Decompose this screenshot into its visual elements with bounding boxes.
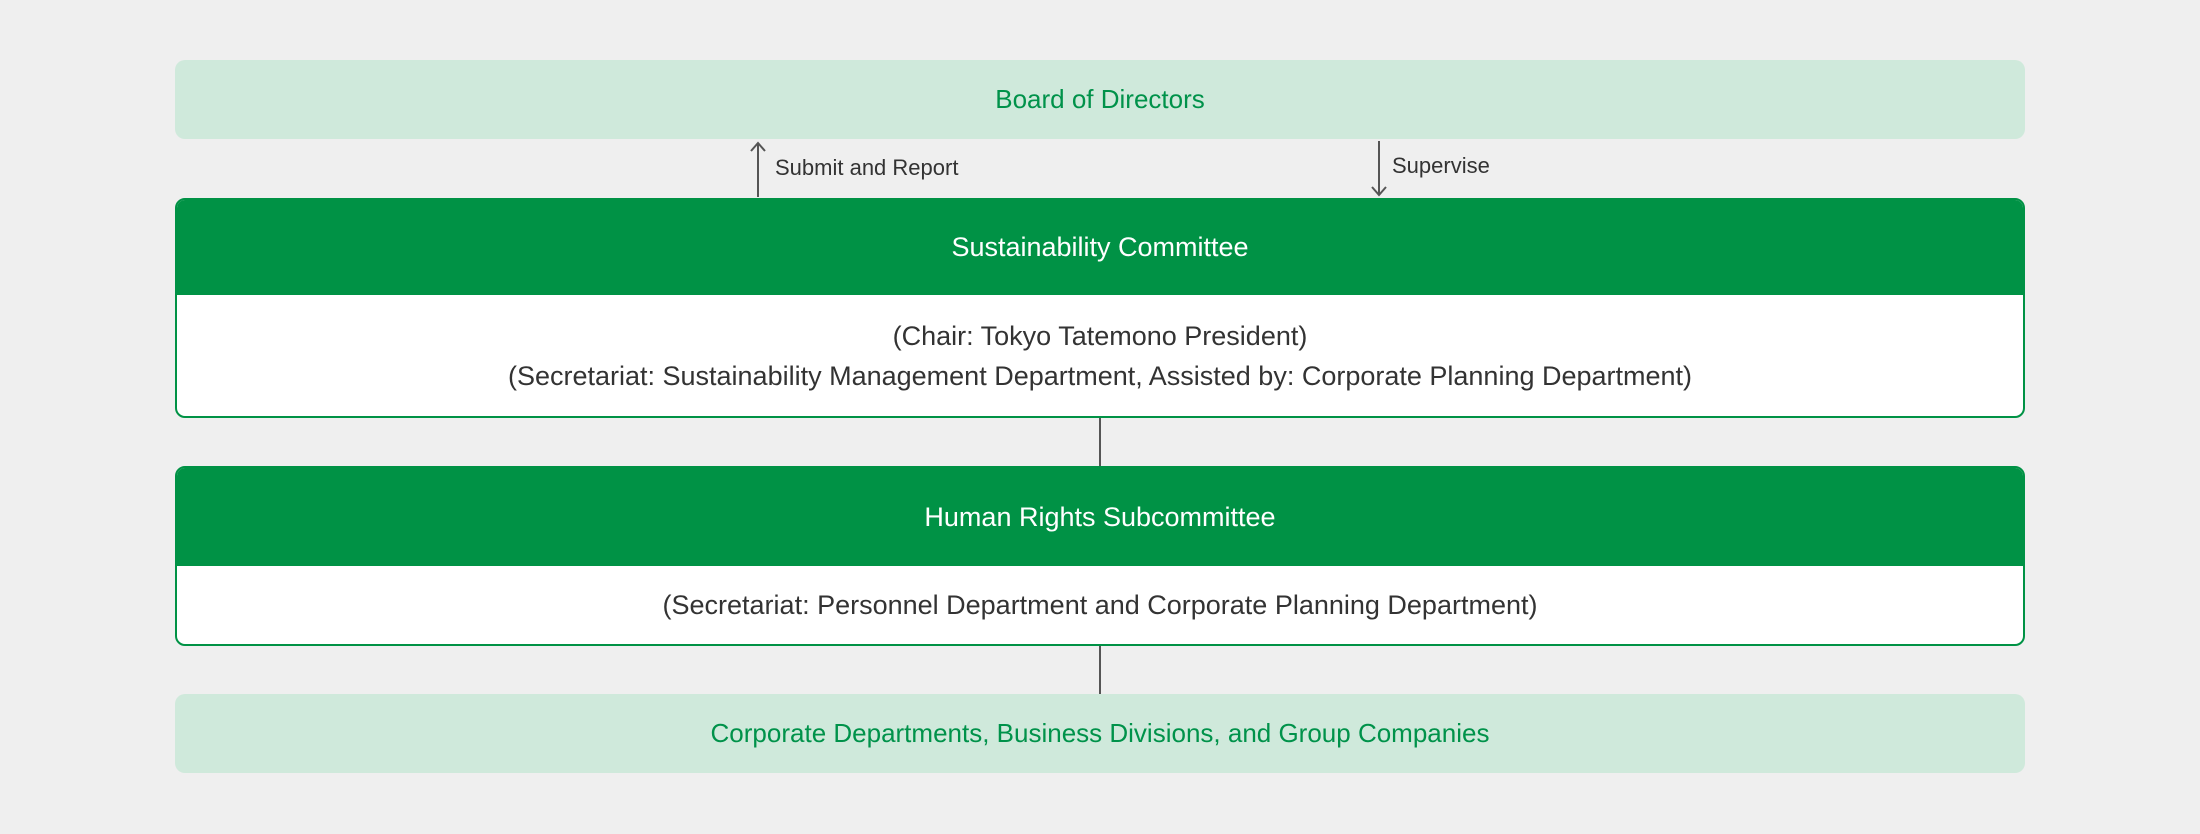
connector-line [1099, 646, 1101, 694]
sustainability-committee-box: Sustainability Committee (Chair: Tokyo T… [175, 198, 2025, 418]
human-rights-subcommittee-title: Human Rights Subcommittee [177, 468, 2023, 566]
departments-label: Corporate Departments, Business Division… [710, 718, 1490, 748]
supervise-label: Supervise [1392, 153, 1490, 178]
connector-line [1099, 418, 1101, 466]
secretariat-line: (Secretariat: Personnel Department and C… [662, 590, 1538, 620]
arrow-up-icon [750, 141, 766, 197]
board-of-directors-box: Board of Directors [175, 60, 2025, 139]
arrow-down-icon [1371, 141, 1387, 197]
human-rights-subcommittee-box: Human Rights Subcommittee (Secretariat: … [175, 466, 2025, 646]
submit-and-report-label: Submit and Report [775, 155, 959, 180]
chair-line: (Chair: Tokyo Tatemono President) [892, 320, 1308, 351]
sustainability-committee-title: Sustainability Committee [177, 200, 2023, 295]
departments-box: Corporate Departments, Business Division… [175, 694, 2025, 773]
board-label: Board of Directors [995, 84, 1205, 114]
secretariat-line: (Secretariat: Sustainability Management … [507, 360, 1693, 391]
